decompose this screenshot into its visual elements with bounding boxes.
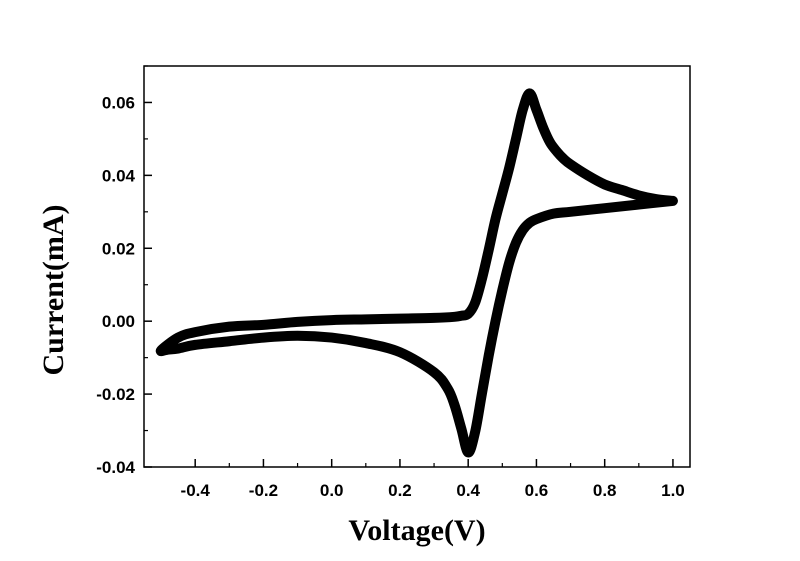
series-group bbox=[155, 88, 678, 458]
y-tick-label: 0.04 bbox=[102, 166, 136, 185]
y-tick-label: -0.04 bbox=[96, 458, 135, 477]
y-tick-label: 0.06 bbox=[102, 93, 135, 112]
y-tick-label: 0.02 bbox=[102, 239, 135, 258]
x-tick-label: -0.4 bbox=[181, 481, 211, 500]
y-tick-label: -0.02 bbox=[96, 385, 135, 404]
y-axis-ticks: -0.04 -0.02 0.00 0.02 0.04 0.06 bbox=[96, 65, 152, 477]
x-tick-label: 0.8 bbox=[593, 481, 617, 500]
x-tick-label: 1.0 bbox=[661, 481, 685, 500]
cv-curve bbox=[155, 88, 678, 458]
x-tick-label: 0.2 bbox=[388, 481, 412, 500]
y-tick-label: 0.00 bbox=[102, 312, 135, 331]
plot-frame bbox=[143, 65, 691, 468]
y-axis-title: Current(mA) bbox=[37, 204, 70, 375]
x-tick-label: 0.6 bbox=[525, 481, 549, 500]
x-axis-ticks: -0.4 -0.2 0.0 0.2 0.4 0.6 0.8 1.0 bbox=[181, 459, 685, 500]
x-tick-label: 0.0 bbox=[320, 481, 344, 500]
x-axis-title: Voltage(V) bbox=[348, 514, 485, 547]
x-tick-label: 0.4 bbox=[456, 481, 480, 500]
x-tick-label: -0.2 bbox=[249, 481, 278, 500]
